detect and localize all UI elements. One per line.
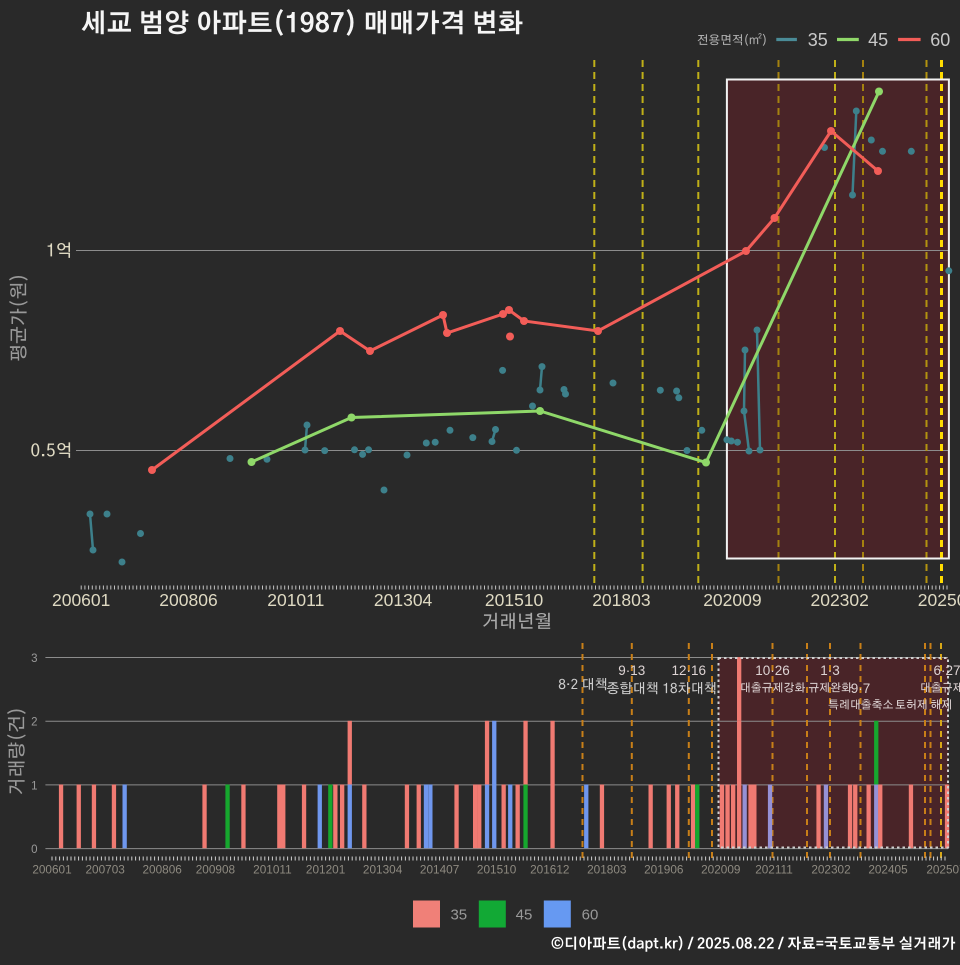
svg-text:201612: 201612 <box>530 863 569 877</box>
svg-text:200601: 200601 <box>32 863 71 877</box>
svg-text:200601: 200601 <box>52 590 110 610</box>
svg-text:45: 45 <box>868 30 888 50</box>
svg-text:3: 3 <box>31 653 37 665</box>
svg-text:201304: 201304 <box>374 590 433 610</box>
svg-text:202111: 202111 <box>755 863 793 877</box>
svg-text:202009: 202009 <box>703 590 761 610</box>
svg-text:202507: 202507 <box>918 590 960 610</box>
svg-text:201510: 201510 <box>477 863 517 877</box>
svg-text:202302: 202302 <box>811 863 850 877</box>
svg-text:202009: 202009 <box>701 863 740 877</box>
svg-text:0: 0 <box>31 844 37 856</box>
svg-text:2: 2 <box>31 717 37 729</box>
svg-text:201510: 201510 <box>485 590 544 610</box>
svg-text:201304: 201304 <box>363 863 403 877</box>
svg-text:1·3: 1·3 <box>820 663 840 678</box>
svg-text:45: 45 <box>516 907 533 924</box>
svg-text:200806: 200806 <box>143 863 183 877</box>
svg-text:202507: 202507 <box>926 863 960 877</box>
svg-text:202405: 202405 <box>868 863 908 877</box>
svg-text:201011: 201011 <box>253 863 292 877</box>
svg-text:9·13: 9·13 <box>618 663 645 678</box>
svg-text:201803: 201803 <box>587 863 627 877</box>
svg-text:10·26: 10·26 <box>755 663 790 678</box>
svg-text:35: 35 <box>808 30 828 50</box>
svg-text:9·7: 9·7 <box>851 681 871 696</box>
svg-text:60: 60 <box>930 30 950 50</box>
svg-text:201906: 201906 <box>644 863 684 877</box>
svg-text:1: 1 <box>31 780 37 792</box>
svg-text:12·16: 12·16 <box>672 663 707 678</box>
svg-text:202302: 202302 <box>810 590 868 610</box>
svg-text:201803: 201803 <box>592 590 650 610</box>
svg-text:201407: 201407 <box>420 863 459 877</box>
svg-text:200703: 200703 <box>86 863 126 877</box>
svg-text:60: 60 <box>582 907 599 924</box>
svg-text:35: 35 <box>450 907 467 924</box>
svg-text:6·27: 6·27 <box>933 663 960 678</box>
svg-text:200908: 200908 <box>196 863 236 877</box>
svg-text:201011: 201011 <box>267 590 324 610</box>
svg-text:201201: 201201 <box>306 863 345 877</box>
svg-text:200806: 200806 <box>159 590 217 610</box>
